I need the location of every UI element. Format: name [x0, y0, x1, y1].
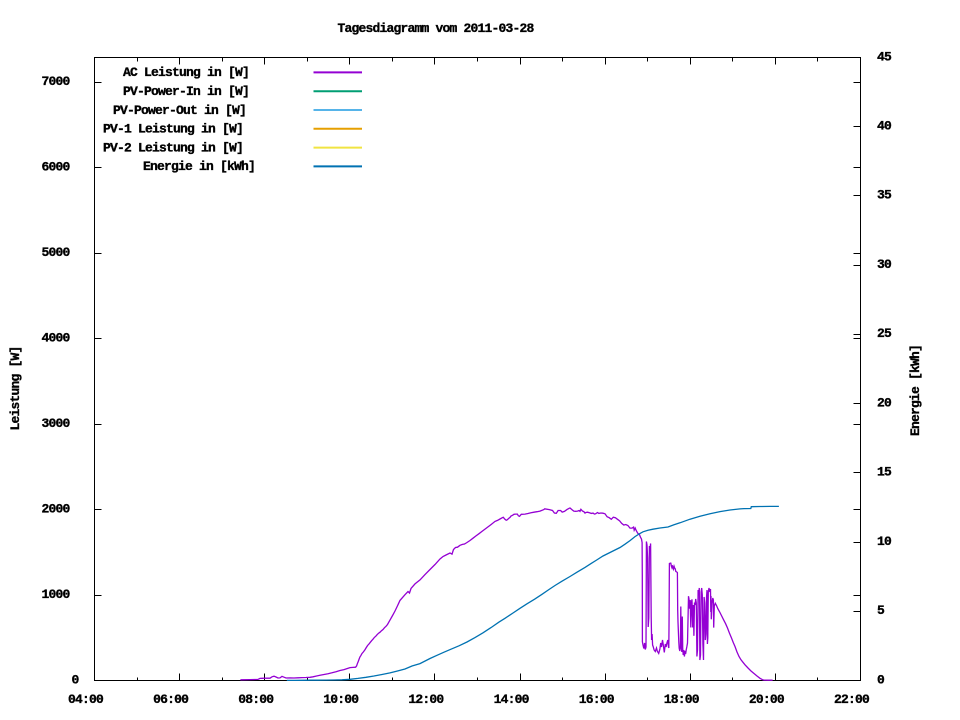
svg-text:2000: 2000	[42, 501, 71, 516]
svg-text:Leistung [W]: Leistung [W]	[8, 346, 23, 430]
svg-text:Energie [kWh]: Energie [kWh]	[908, 345, 923, 436]
svg-text:12:00: 12:00	[408, 692, 444, 707]
svg-text:30: 30	[877, 257, 892, 272]
svg-text:1000: 1000	[42, 587, 71, 602]
svg-text:5000: 5000	[42, 245, 71, 260]
svg-text:16:00: 16:00	[579, 692, 615, 707]
svg-text:45: 45	[877, 49, 892, 64]
svg-text:20:00: 20:00	[749, 692, 785, 707]
svg-text:25: 25	[877, 326, 892, 341]
svg-text:22:00: 22:00	[834, 692, 870, 707]
svg-text:40: 40	[877, 119, 892, 134]
svg-text:5: 5	[877, 603, 885, 618]
svg-text:06:00: 06:00	[153, 692, 189, 707]
svg-text:10: 10	[877, 534, 892, 549]
svg-text:Tagesdiagramm vom 2011-03-28: Tagesdiagramm vom 2011-03-28	[338, 21, 535, 36]
svg-text:10:00: 10:00	[323, 692, 359, 707]
svg-text:7000: 7000	[42, 74, 71, 89]
svg-text:AC Leistung in [W]: AC Leistung in [W]	[123, 65, 249, 80]
svg-text:PV-Power-Out in [W]: PV-Power-Out in [W]	[113, 103, 246, 118]
svg-text:6000: 6000	[42, 160, 71, 175]
svg-text:0: 0	[72, 672, 80, 687]
svg-text:PV-2 Leistung in [W]: PV-2 Leistung in [W]	[103, 140, 243, 155]
svg-text:PV-Power-In in [W]: PV-Power-In in [W]	[123, 84, 249, 99]
svg-text:4000: 4000	[42, 331, 71, 346]
svg-text:18:00: 18:00	[664, 692, 700, 707]
svg-text:PV-1 Leistung in [W]: PV-1 Leistung in [W]	[103, 122, 243, 137]
svg-text:20: 20	[877, 395, 892, 410]
svg-text:08:00: 08:00	[238, 692, 274, 707]
svg-text:15: 15	[877, 465, 892, 480]
svg-text:0: 0	[877, 672, 885, 687]
svg-text:04:00: 04:00	[68, 692, 104, 707]
svg-text:Energie in [kWh]: Energie in [kWh]	[143, 159, 255, 174]
svg-text:35: 35	[877, 188, 892, 203]
svg-text:14:00: 14:00	[494, 692, 530, 707]
svg-text:3000: 3000	[42, 416, 71, 431]
